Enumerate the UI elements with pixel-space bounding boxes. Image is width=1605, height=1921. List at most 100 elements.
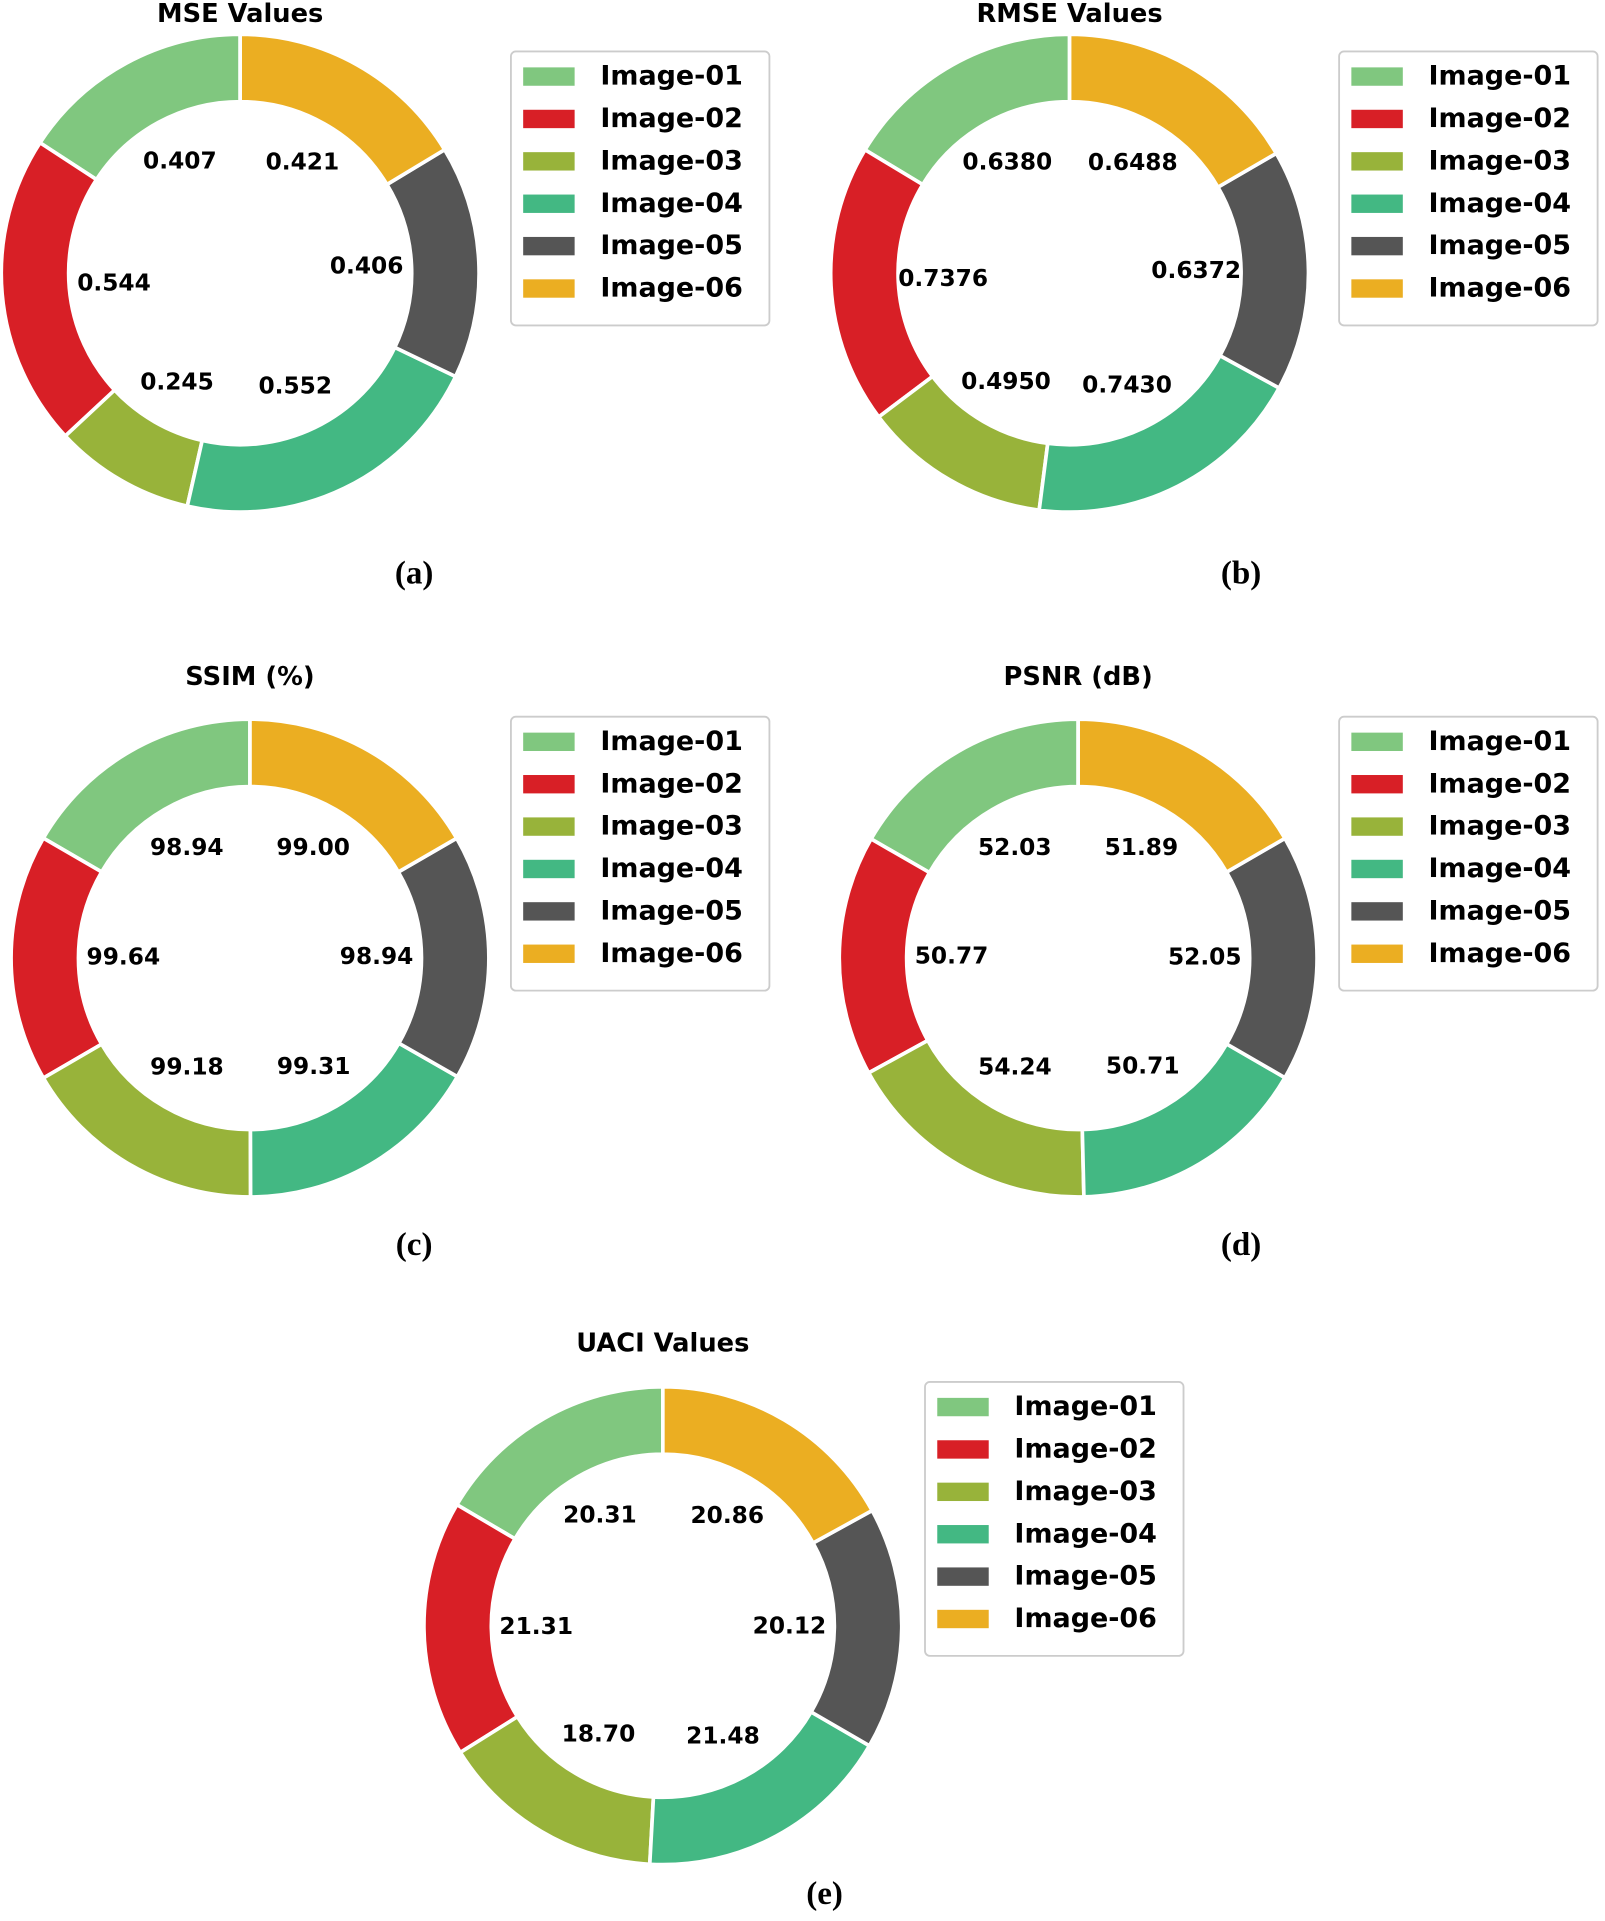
value-label: 0.6380	[962, 148, 1052, 175]
value-label: 20.31	[563, 1501, 637, 1528]
caption: (a)	[395, 555, 434, 591]
legend-label: Image-02	[600, 103, 743, 134]
value-label: 99.00	[276, 834, 350, 861]
value-label: 0.421	[266, 148, 340, 175]
value-label: 18.70	[562, 1720, 636, 1747]
legend-swatch	[523, 859, 575, 879]
legend-swatch	[937, 1482, 989, 1502]
legend-label: Image-06	[1429, 273, 1572, 304]
legend-swatch	[523, 236, 575, 256]
value-label: 51.89	[1105, 834, 1179, 861]
legend-label: Image-05	[1014, 1561, 1156, 1592]
legend-swatch	[523, 944, 575, 963]
donut-segment	[660, 1385, 875, 1546]
value-label: 52.05	[1168, 944, 1242, 971]
value-label: 0.406	[330, 253, 404, 280]
value-label: 52.03	[978, 834, 1052, 861]
legend-label: Image-04	[600, 188, 743, 219]
value-label: 0.407	[143, 147, 217, 174]
value-label: 0.4950	[961, 368, 1051, 395]
legend-swatch	[937, 1397, 989, 1417]
legend-swatch	[1351, 775, 1403, 794]
legend-swatch	[937, 1567, 989, 1586]
legend-swatch	[1351, 194, 1403, 213]
legend-swatch	[523, 194, 575, 213]
legend-box	[924, 1381, 1185, 1657]
legend-swatch	[1351, 67, 1403, 86]
legend-swatch	[1351, 152, 1403, 171]
legend-label: Image-06	[600, 938, 743, 969]
legend-box	[510, 715, 771, 992]
caption: (e)	[806, 1876, 843, 1912]
value-label: 99.18	[150, 1053, 224, 1080]
caption: (d)	[1221, 1227, 1261, 1263]
legend-swatch	[1351, 279, 1403, 298]
legend-label: Image-02	[1429, 768, 1572, 799]
legend-swatch	[1351, 859, 1403, 879]
chart-title: PSNR (dB)	[1004, 662, 1153, 692]
legend-label: Image-01	[1429, 726, 1572, 757]
value-label: 99.31	[277, 1053, 351, 1080]
value-label: 0.552	[258, 373, 332, 400]
legend-label: Image-04	[600, 853, 743, 884]
legend-swatch	[1351, 817, 1403, 836]
chart-title: UACI Values	[576, 1328, 749, 1358]
legend-label: Image-03	[1429, 145, 1572, 176]
legend-label: Image-02	[1429, 103, 1572, 134]
donut-segment	[1076, 717, 1288, 875]
value-label: 0.7430	[1082, 372, 1172, 399]
legend-swatch	[937, 1609, 989, 1629]
legend-label: Image-06	[1429, 938, 1572, 969]
chart-title: MSE Values	[157, 0, 323, 29]
legend-label: Image-03	[1429, 811, 1572, 842]
chart-title: RMSE Values	[976, 0, 1162, 29]
legend-swatch	[523, 152, 575, 171]
chart-title: SSIM (%)	[185, 662, 314, 692]
donut-segment	[1067, 32, 1279, 190]
legend-box	[1338, 50, 1599, 327]
legend-label: Image-04	[1429, 188, 1572, 219]
legend-label: Image-04	[1014, 1518, 1156, 1549]
donut-segment	[248, 717, 460, 875]
legend-swatch	[1351, 944, 1403, 963]
caption: (b)	[1221, 555, 1261, 591]
legend-swatch	[523, 109, 575, 129]
donut-segment	[238, 32, 448, 188]
value-label: 21.31	[499, 1613, 573, 1640]
value-label: 20.86	[690, 1502, 764, 1529]
donut-segment	[876, 373, 1050, 513]
legend-label: Image-05	[1429, 895, 1572, 926]
legend-label: Image-05	[600, 895, 743, 926]
value-label: 50.71	[1106, 1052, 1180, 1079]
value-label: 98.94	[340, 943, 414, 970]
value-label: 50.77	[915, 942, 989, 969]
legend-label: Image-03	[1014, 1476, 1156, 1507]
legend-swatch	[523, 279, 575, 298]
legend-swatch	[523, 775, 575, 794]
legend-swatch	[523, 732, 575, 752]
value-label: 0.544	[77, 270, 151, 297]
legend-label: Image-03	[600, 811, 743, 842]
value-label: 21.48	[686, 1723, 760, 1750]
legend-swatch	[937, 1525, 989, 1544]
legend-swatch	[523, 67, 575, 86]
legend-box	[1338, 715, 1599, 992]
value-label: 0.245	[140, 368, 214, 395]
legend-label: Image-03	[600, 145, 743, 176]
legend-label: Image-01	[600, 726, 743, 757]
legend-swatch	[523, 817, 575, 836]
value-label: 0.6372	[1151, 257, 1241, 284]
legend-label: Image-02	[600, 768, 743, 799]
legend-label: Image-01	[600, 61, 743, 92]
legend-label: Image-05	[1429, 230, 1572, 261]
legend-swatch	[1351, 236, 1403, 256]
legend-swatch	[523, 902, 575, 921]
legend-label: Image-01	[1429, 61, 1572, 92]
legend-label: Image-01	[1014, 1391, 1156, 1422]
legend-box	[510, 50, 771, 327]
value-label: 0.6488	[1088, 149, 1178, 176]
legend-label: Image-02	[1014, 1434, 1156, 1465]
legend-label: Image-05	[600, 230, 743, 261]
caption: (c)	[396, 1227, 433, 1263]
